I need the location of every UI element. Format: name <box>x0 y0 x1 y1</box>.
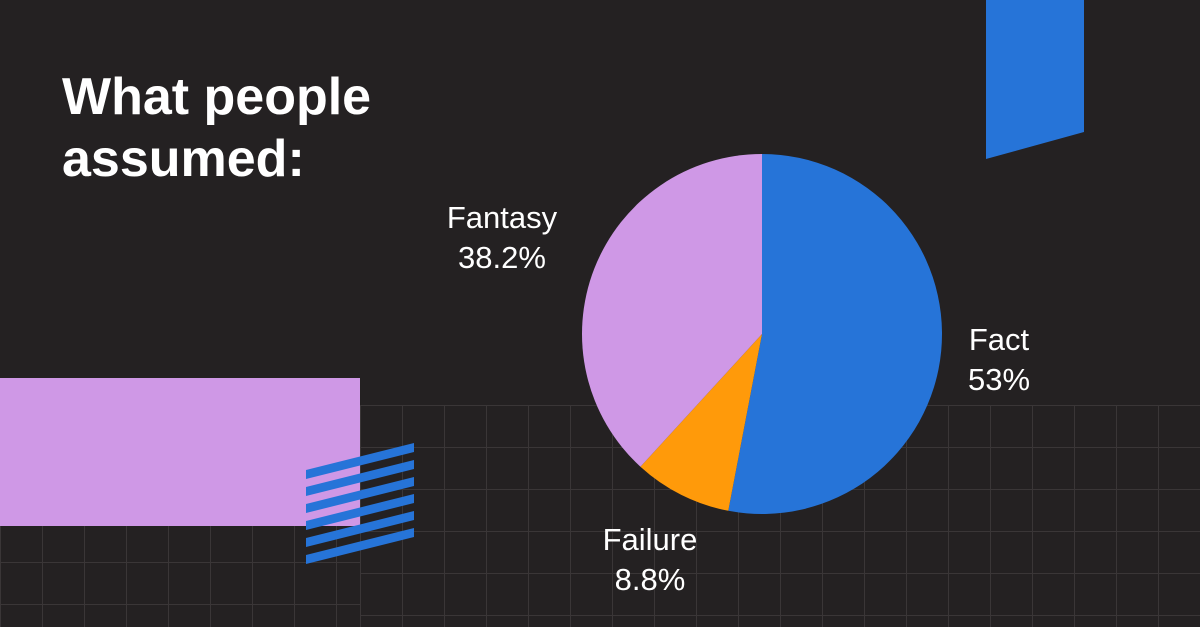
pie-slice-fantasy <box>582 154 762 467</box>
stripe <box>306 494 414 530</box>
stripe <box>306 460 414 496</box>
stripe <box>306 528 414 564</box>
slice-value-fact: 53% <box>968 362 1030 397</box>
pie-labels: Fact 53% Failure 8.8% Fantasy 38.2% <box>447 200 1030 597</box>
decorative-stripes <box>306 443 414 564</box>
background-grid-left <box>0 520 360 627</box>
slice-value-fantasy: 38.2% <box>458 240 546 275</box>
stripe <box>306 443 414 479</box>
headline: What people assumed: <box>62 68 372 188</box>
slice-value-failure: 8.8% <box>615 562 686 597</box>
slice-label-fantasy: Fantasy <box>447 200 558 235</box>
decorative-blue-banner <box>986 0 1084 159</box>
stripe <box>306 511 414 547</box>
pie-slice-fact <box>728 154 942 514</box>
slice-label-fact: Fact <box>969 322 1030 357</box>
pie-slices <box>582 154 942 514</box>
pie-slice-failure <box>640 334 762 511</box>
stripe <box>306 477 414 513</box>
slice-label-failure: Failure <box>603 522 698 557</box>
decorative-pink-block <box>0 378 360 526</box>
